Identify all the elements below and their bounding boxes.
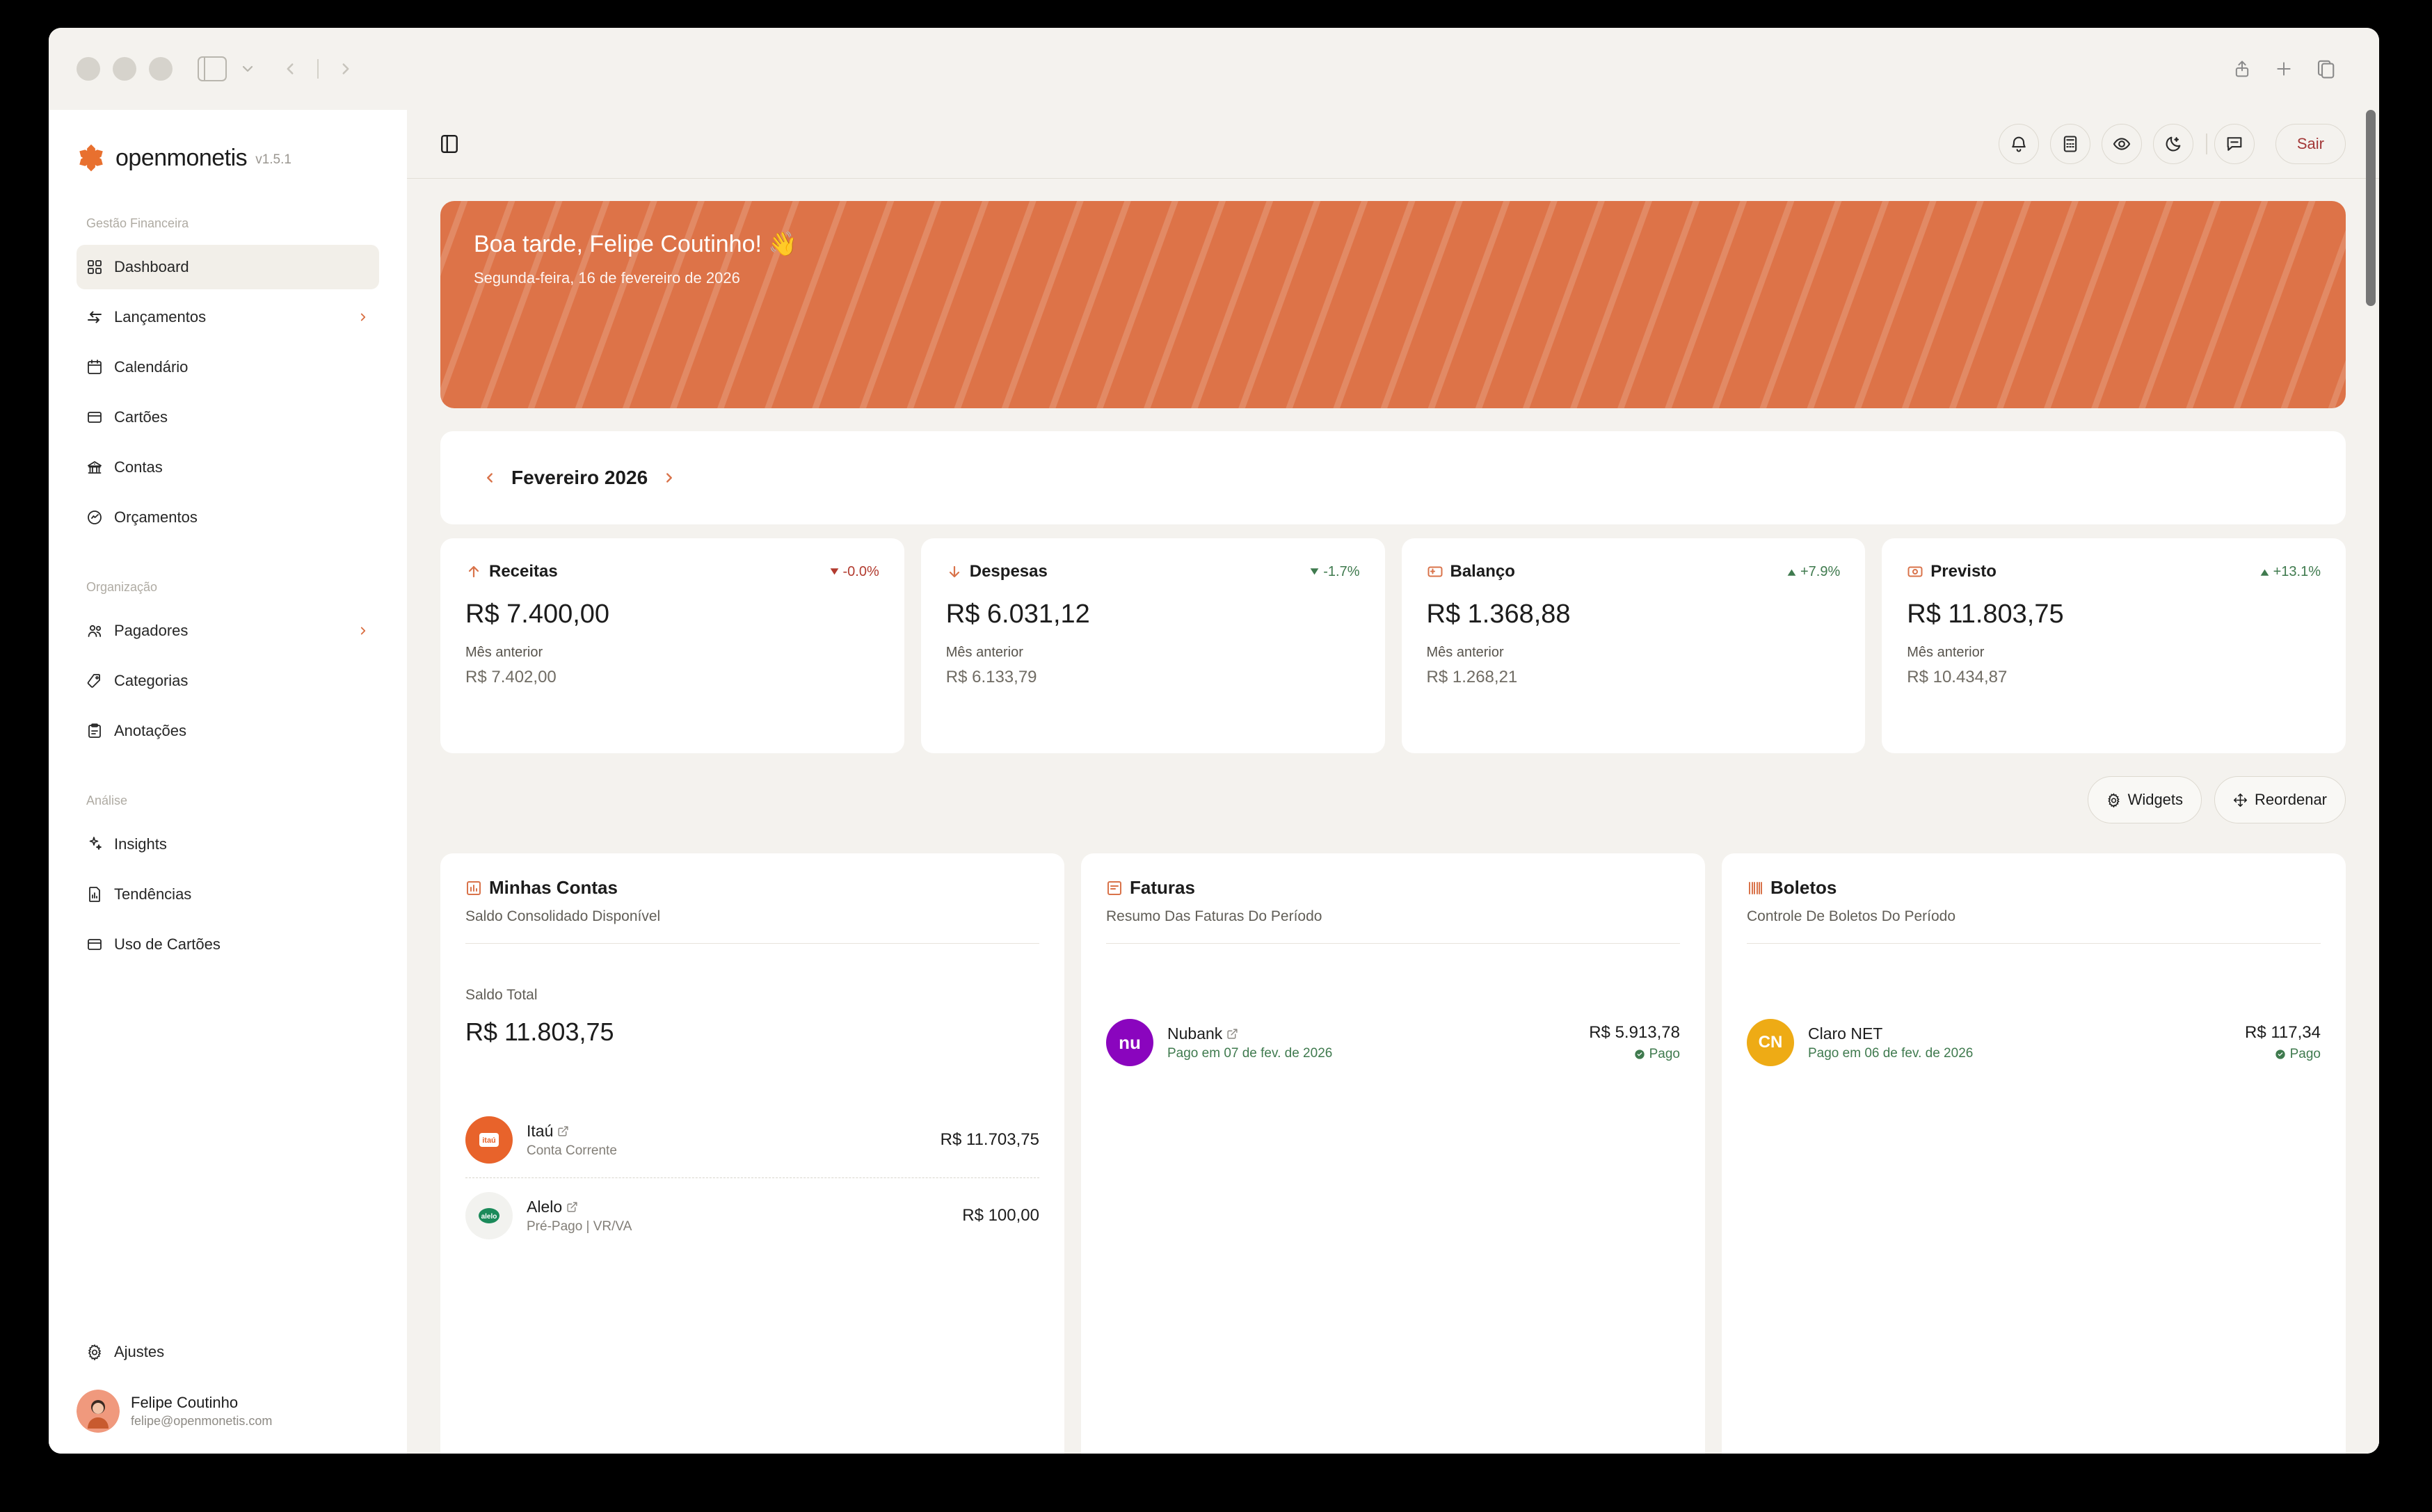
svg-text:alelo: alelo [481,1213,497,1221]
svg-text:itaú: itaú [482,1136,496,1145]
